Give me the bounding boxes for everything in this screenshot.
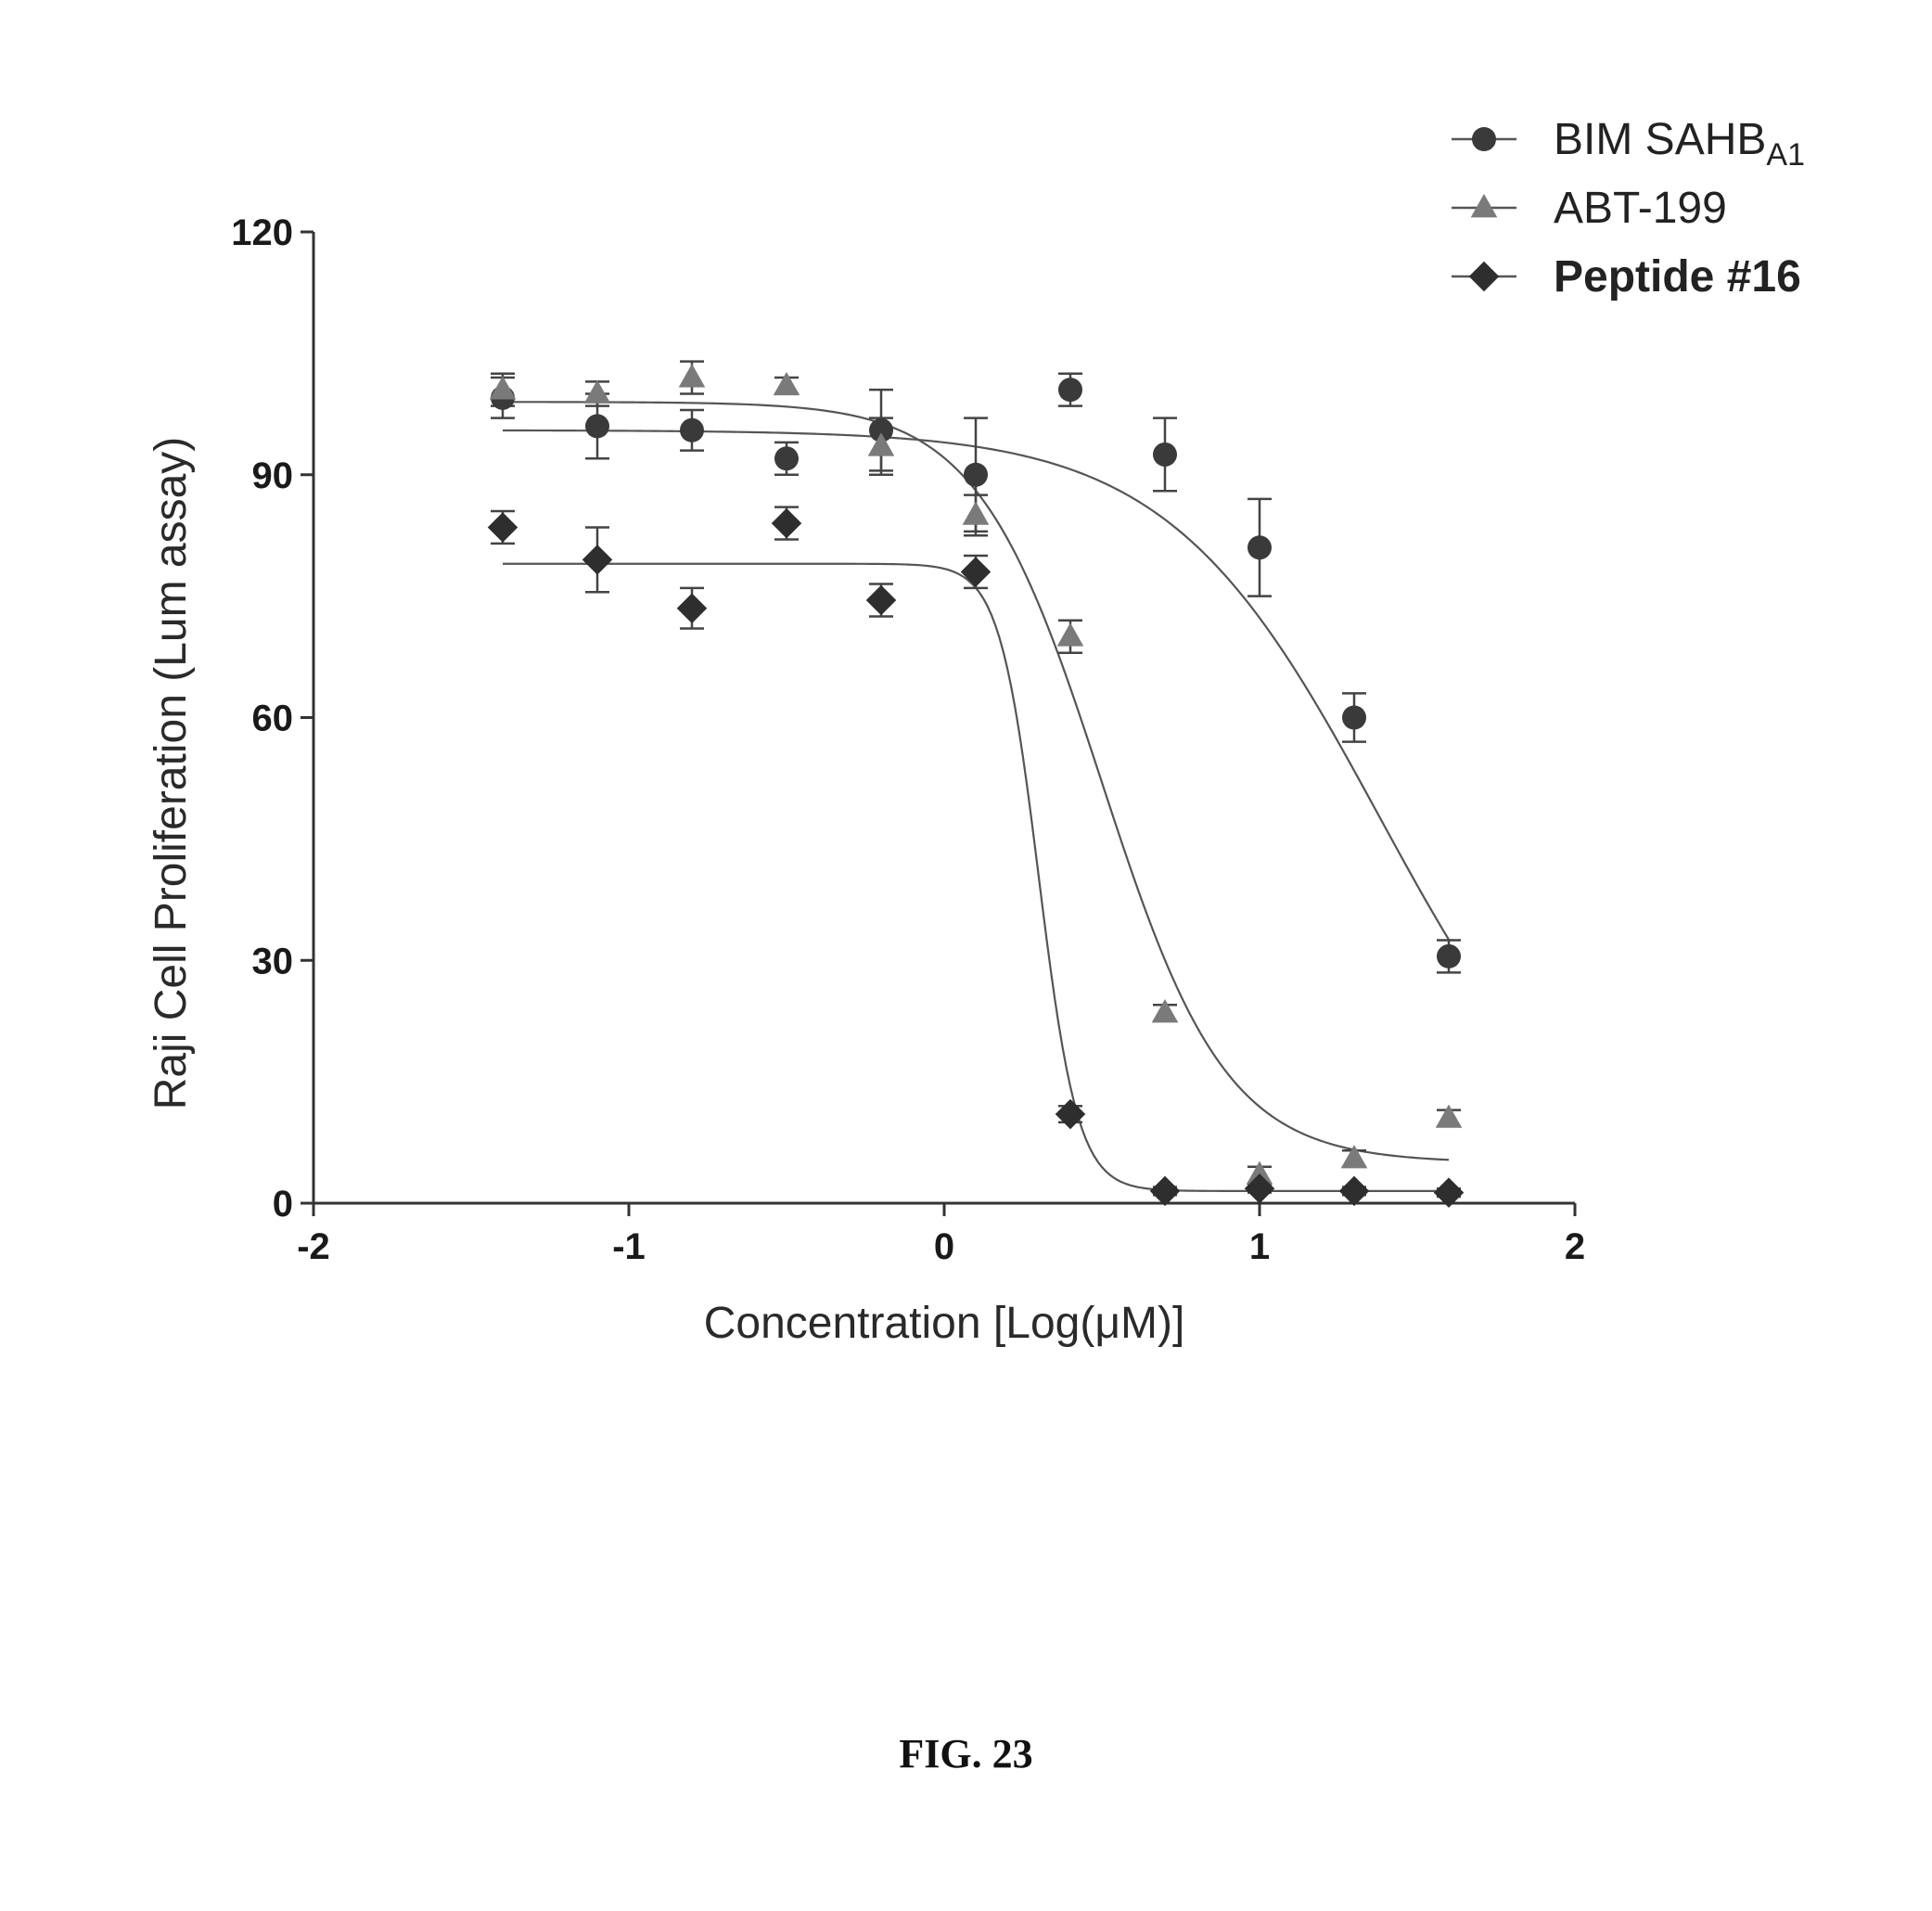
data-point-bim-sahb: [964, 463, 988, 487]
y-tick-label: 60: [252, 699, 294, 739]
legend-marker-bim-sahb: [1472, 127, 1496, 151]
data-point-peptide-16: [961, 557, 992, 587]
data-point-abt-199: [584, 380, 611, 404]
data-point-bim-sahb: [1247, 535, 1272, 559]
data-point-bim-sahb: [680, 418, 704, 442]
y-tick-label: 120: [231, 212, 293, 253]
data-point-abt-199: [774, 372, 800, 395]
data-point-abt-199: [1057, 622, 1084, 646]
legend-label-abt-199: ABT-199: [1554, 184, 1727, 233]
data-point-peptide-16: [866, 585, 897, 616]
data-point-peptide-16: [488, 512, 518, 543]
data-point-abt-199: [1436, 1104, 1463, 1127]
data-point-peptide-16: [1339, 1176, 1370, 1207]
data-point-bim-sahb: [585, 414, 609, 438]
x-tick-label: 1: [1249, 1226, 1270, 1267]
legend-label-peptide-16: Peptide #16: [1554, 252, 1801, 301]
data-point-peptide-16: [772, 508, 802, 539]
data-point-peptide-16: [582, 545, 613, 575]
data-point-abt-199: [490, 376, 517, 399]
x-axis-title: Concentration [Log(μM)]: [704, 1299, 1185, 1348]
data-point-peptide-16: [1245, 1174, 1275, 1204]
legend-marker-peptide-16: [1469, 262, 1500, 292]
y-axis-title: Raji Cell Proliferation (Lum assay): [147, 437, 196, 1110]
data-point-bim-sahb: [1153, 442, 1177, 467]
y-tick-label: 90: [252, 455, 294, 496]
x-tick-label: -1: [612, 1226, 646, 1267]
data-point-bim-sahb: [1437, 944, 1461, 968]
legend: BIM SAHBA1 ABT-199 Peptide #16: [1452, 115, 1805, 301]
data-point-peptide-16: [677, 593, 708, 623]
figure-caption: FIG. 23: [0, 1730, 1932, 1777]
x-tick-label: 0: [934, 1226, 954, 1267]
data-point-bim-sahb: [774, 446, 799, 470]
legend-label-bim-sahb: BIM SAHBA1: [1554, 115, 1805, 173]
y-tick-label: 30: [252, 941, 294, 981]
data-point-bim-sahb: [1058, 378, 1082, 402]
axes: [301, 232, 1575, 1216]
x-tick-label: -2: [297, 1226, 330, 1267]
x-tick-label: 2: [1565, 1226, 1585, 1267]
y-tick-label: 0: [273, 1184, 293, 1225]
data-point-abt-199: [1152, 999, 1179, 1022]
fit-curve-peptide-16: [503, 564, 1449, 1191]
tick-labels: 0 30 60 90 120 -2 -1 0 1 2: [231, 212, 1585, 1267]
data-point-peptide-16: [1150, 1176, 1181, 1207]
legend-marker-abt-199: [1471, 194, 1498, 217]
data-point-abt-199: [963, 501, 990, 524]
data-point-bim-sahb: [1342, 706, 1366, 730]
data-point-abt-199: [679, 364, 706, 387]
